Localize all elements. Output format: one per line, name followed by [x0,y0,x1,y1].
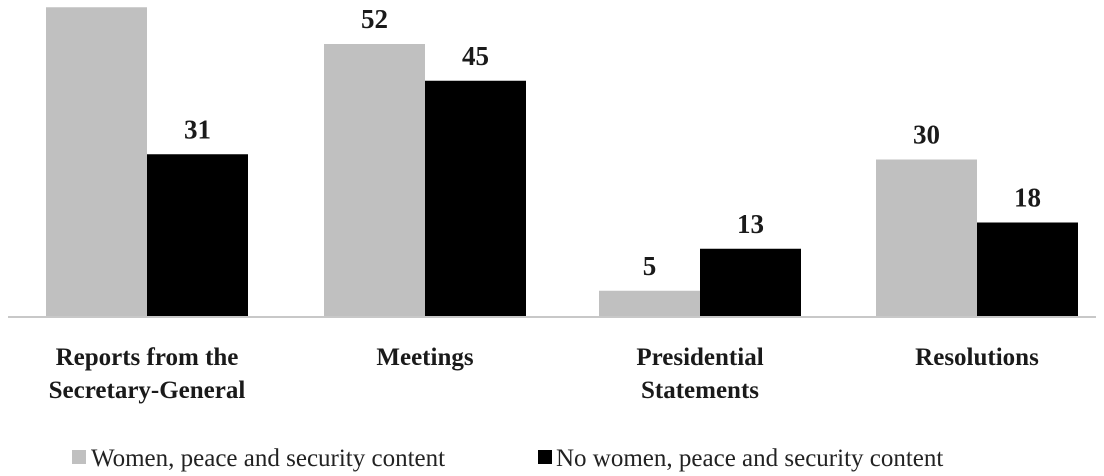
data-label-presidential-statements-series-2: 13 [737,209,764,239]
data-label-reports-from-the-secretary-general-series-2: 31 [184,114,211,144]
data-label-presidential-statements-series-1: 5 [643,251,657,281]
bar-reports-from-the-secretary-general-series-2 [147,154,248,317]
bar-presidential-statements-series-2 [700,248,801,317]
legend-swatch-series-1 [72,450,86,464]
bar-meetings-series-1 [324,44,425,317]
data-label-resolutions-series-1: 30 [913,120,940,150]
category-label-presidential-statements-line-1: Presidential [636,344,763,371]
legend-swatch-series-2 [538,450,552,464]
category-label-reports-from-the-secretary-general-line-2: Secretary-General [49,377,246,404]
data-label-resolutions-series-2: 18 [1014,183,1041,213]
bar-meetings-series-2 [425,80,526,317]
data-label-meetings-series-1: 52 [361,4,388,34]
category-label-resolutions: Resolutions [915,344,1039,371]
bars-group [46,7,1078,317]
category-label-presidential-statements-line-2: Statements [641,377,759,404]
category-labels-group: Reports from the Secretary-General Meeting… [49,344,1039,404]
category-label-reports-from-the-secretary-general-line-1: Reports from the [56,344,239,371]
legend: Women, peace and security content No wome… [72,445,943,472]
bar-reports-from-the-secretary-general-series-1 [46,7,147,317]
value-labels-group: 593152455133018 [184,4,1041,281]
data-label-meetings-series-2: 45 [462,41,489,71]
bar-resolutions-series-1 [876,159,977,317]
legend-label-series-2: No women, peace and security content [556,445,943,472]
category-label-meetings: Meetings [376,344,473,371]
bar-presidential-statements-series-1 [599,290,700,317]
legend-label-series-1: Women, peace and security content [91,445,445,472]
bar-resolutions-series-2 [977,222,1078,317]
